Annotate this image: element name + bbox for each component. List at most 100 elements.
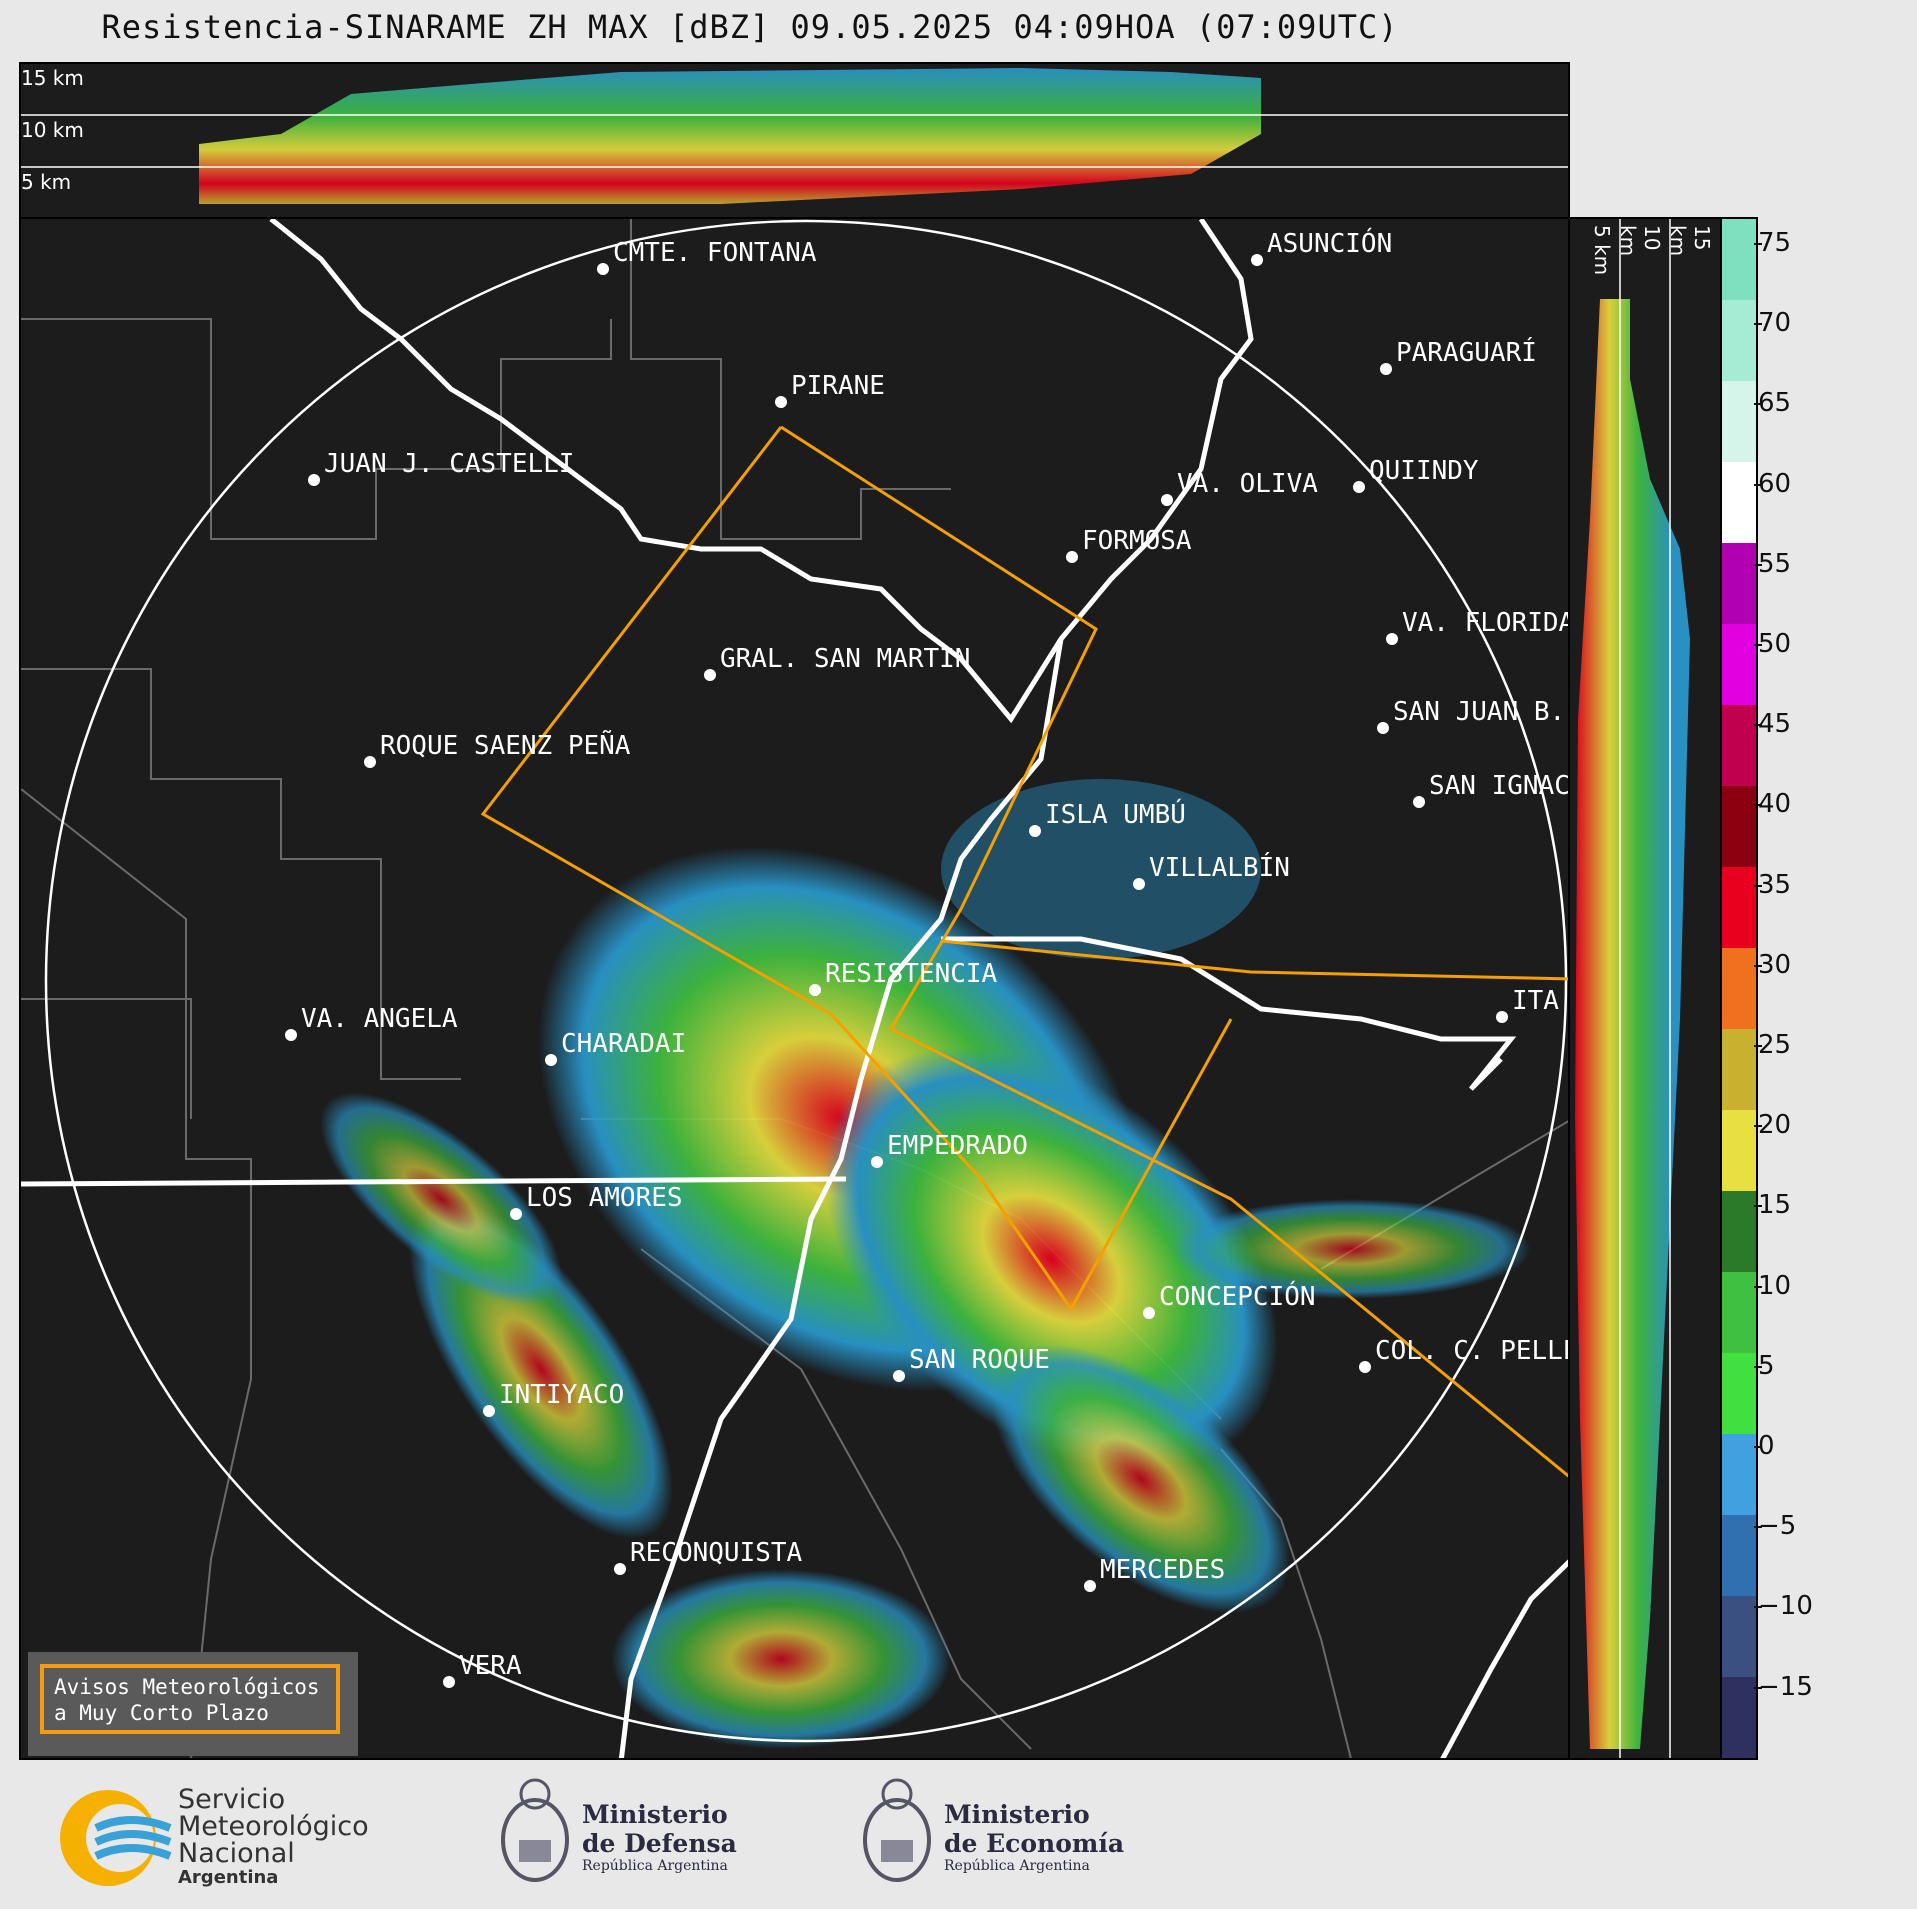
colorbar-segment [1722,219,1756,301]
city-label: VERA [459,1651,522,1681]
city-label: ITA [1512,986,1559,1016]
city-label: GRAL. SAN MARTIN [720,644,970,674]
city-label: CMTE. FONTANA [613,238,817,268]
city-marker[interactable]: MERCEDES [1084,1555,1225,1592]
city-marker[interactable]: RECONQUISTA [614,1538,803,1575]
city-marker[interactable]: SAN IGNACIO [1413,771,1570,808]
colorbar-segment [1722,1353,1756,1435]
city-dot [545,1054,557,1066]
city-marker[interactable]: CONCEPCIÓN [1143,1280,1316,1319]
city-marker[interactable]: LOS AMORES [510,1183,683,1220]
economia-shield-icon [863,1778,931,1882]
city-label: PARAGUARÍ [1396,336,1537,368]
city-label: RESISTENCIA [825,959,998,989]
city-label: JUAN J. CASTELLI [324,449,574,479]
defensa-logo-text: Ministerio de Defensa República Argentin… [582,1800,737,1874]
colorbar-segment [1722,1434,1756,1516]
city-label: ROQUE SAENZ PEÑA [380,729,631,761]
city-marker[interactable]: EMPEDRADO [871,1131,1028,1168]
city-dot [1251,254,1263,266]
side-profile-svg [1575,219,1690,1758]
city-marker[interactable]: FORMOSA [1066,526,1192,563]
city-marker[interactable]: VA. FLORIDA [1386,608,1570,645]
city-label: VA. ANGELA [301,1004,458,1034]
smn-line-4: Argentina [178,1867,279,1888]
city-dot [308,474,320,486]
city-marker[interactable]: PIRANE [775,371,885,408]
colorbar-tick-label: 55 [1753,548,1792,579]
city-marker[interactable]: ASUNCIÓN [1251,227,1392,266]
rivers [21,219,1568,1758]
colorbar-segment [1722,1272,1756,1354]
city-label: ISLA UMBÚ [1045,798,1186,830]
city-dot [1380,363,1392,375]
city-dot [364,756,376,768]
city-marker[interactable]: QUIINDY [1353,456,1479,493]
city-label: SAN ROQUE [909,1345,1050,1375]
city-marker[interactable]: ROQUE SAENZ PEÑA [364,729,631,768]
defensa-shield-icon [501,1778,569,1882]
city-marker[interactable]: VILLALBÍN [1133,851,1290,890]
city-marker[interactable]: SAN ROQUE [893,1345,1050,1382]
colorbar-segment [1722,786,1756,868]
city-dot [1386,633,1398,645]
city-marker[interactable]: CHARADAI [545,1029,686,1066]
economia-line-3: República Argentina [944,1858,1090,1874]
city-marker[interactable]: COL. C. PELLEGRINI [1359,1336,1570,1373]
smn-logo-text: Servicio Meteorológico Nacional Argentin… [178,1786,369,1889]
height-label-15km: 15 km [21,66,84,90]
city-marker[interactable]: ITA [1496,986,1559,1023]
city-marker[interactable]: SAN JUAN B. [1377,697,1565,734]
colorbar-segment [1722,1596,1756,1678]
colorbar-tick-label: 65 [1753,388,1792,419]
colorbar-segment [1722,1191,1756,1273]
city-marker[interactable]: CMTE. FONTANA [597,238,817,275]
city-dot [1496,1011,1508,1023]
colorbar-segment [1722,543,1756,625]
colorbar-segment [1722,1110,1756,1192]
city-marker[interactable]: VA. OLIVA [1161,469,1318,506]
radar-map[interactable]: CMTE. FONTANA ASUNCIÓN PARAGUARÍ PIRANE JUAN… [19,217,1570,1760]
city-marker[interactable]: VERA [443,1651,522,1688]
city-dot [1377,722,1389,734]
city-marker[interactable]: ISLA UMBÚ [1029,798,1186,837]
economia-logo-text: Ministerio de Economía República Argenti… [944,1800,1124,1874]
city-label: CHARADAI [561,1029,686,1059]
colorbar-segment [1722,300,1756,382]
radar-map-svg: CMTE. FONTANA ASUNCIÓN PARAGUARÍ PIRANE JUAN… [21,219,1570,1758]
height-label-5km: 5 km [21,170,72,194]
notice-box[interactable]: Avisos Meteorológicos a Muy Corto Plazo [28,1652,358,1756]
defensa-line-1: Ministerio [582,1800,728,1829]
city-dot [704,669,716,681]
city-dot [775,396,787,408]
city-marker[interactable]: INTIYACO [483,1380,624,1417]
notice-line-2: a Muy Corto Plazo [54,1701,269,1725]
side-label-10km: 10 km [1616,225,1664,257]
city-marker[interactable]: JUAN J. CASTELLI [308,449,574,486]
colorbar-tick-label: −15 [1754,1671,1813,1702]
city-marker[interactable]: RESISTENCIA [809,959,998,996]
city-label: VA. OLIVA [1177,469,1318,499]
notice-line-1: Avisos Meteorológicos [54,1675,320,1699]
colorbar-tick-label: 15 [1753,1190,1792,1221]
defensa-line-2: de Defensa [582,1829,737,1858]
city-marker[interactable]: PARAGUARÍ [1380,336,1537,375]
city-dot [1066,551,1078,563]
defensa-line-3: República Argentina [582,1858,728,1874]
city-label: PIRANE [791,371,885,401]
city-dot [443,1676,455,1688]
footer: Servicio Meteorológico Nacional Argentin… [0,1760,1917,1909]
city-marker[interactable]: GRAL. SAN MARTIN [704,644,970,681]
colorbar-segment [1722,1515,1756,1597]
city-dot [1084,1580,1096,1592]
colorbar-segment [1722,381,1756,463]
map-title: Resistencia-SINARAME ZH MAX [dBZ] 09.05.… [101,8,1399,46]
smn-line-1: Servicio [178,1784,286,1815]
radar-echoes [319,779,1531,1749]
city-label: SAN JUAN B. [1393,697,1565,727]
city-label: INTIYACO [499,1380,624,1410]
city-marker[interactable]: VA. ANGELA [285,1004,458,1041]
economia-line-1: Ministerio [944,1800,1090,1829]
range-ring [44,219,1568,1743]
colorbar-tick-label: 45 [1753,709,1792,740]
